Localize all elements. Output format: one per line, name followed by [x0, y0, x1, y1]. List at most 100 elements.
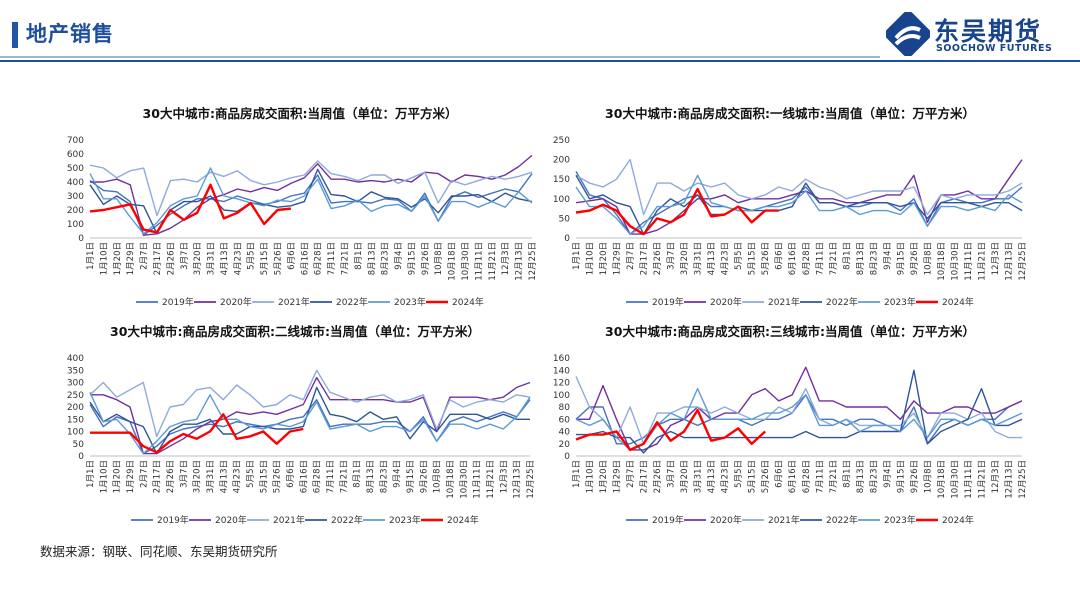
x-tick-label: 4月23日 — [721, 460, 731, 493]
x-tick-label: 8月13日 — [856, 242, 866, 275]
x-tick-label: 1月29日 — [126, 242, 136, 275]
x-tick-label: 8月1日 — [353, 460, 363, 488]
x-tick-label: 12月3日 — [991, 242, 1001, 275]
x-tick-label: 4月13日 — [707, 460, 717, 493]
chart-total: 30大中城市:商品房成交面积:当周值（单位：万平方米） 0 100 200 300 400… — [67, 106, 538, 308]
x-tick-label: 7月21日 — [829, 460, 839, 493]
x-tick-label: 2月17日 — [153, 460, 163, 493]
x-tick-label: 5月5日 — [734, 242, 744, 270]
y-tick-label: 160 — [553, 354, 570, 364]
x-tick-label: 5月15日 — [748, 242, 758, 275]
x-tick-label: 2月17日 — [640, 460, 650, 493]
x-tick-label: 5月5日 — [246, 460, 256, 488]
legend-item: 2020年 — [684, 514, 742, 526]
y-tick-label: 400 — [67, 354, 84, 364]
x-tick-label: 7月21日 — [339, 460, 349, 493]
series-line-5 — [89, 167, 533, 235]
legend-label: 2022年 — [331, 514, 363, 526]
x-tick-label: 10月8日 — [433, 460, 443, 493]
y-tick-label: 250 — [67, 391, 84, 401]
x-tick-label: 1月20日 — [113, 460, 123, 493]
x-tick-label: 6月16日 — [788, 242, 798, 275]
chart-tier3: 30大中城市:商品房成交面积:三线城市:当周值（单位：万平方米） 0 20 40 60 8… — [553, 324, 1028, 526]
x-tick-label: 4月13日 — [220, 242, 230, 275]
x-tick-label: 4月13日 — [707, 242, 717, 275]
series-line-4 — [576, 369, 1023, 454]
series-line-6 — [575, 187, 779, 236]
y-tick-label: 120 — [553, 379, 570, 389]
x-tick-label: 6月6日 — [287, 242, 297, 270]
x-tick-label: 8月23日 — [381, 242, 391, 275]
x-tick-label: 6月28日 — [802, 242, 812, 275]
series-line-6 — [89, 183, 292, 234]
legend-item: 2020年 — [194, 296, 252, 308]
soochow-logo-icon — [886, 12, 930, 56]
x-tick-label: 8月13日 — [367, 242, 377, 275]
x-tick-label: 2月17日 — [153, 242, 163, 275]
series-line-4 — [575, 174, 1023, 235]
x-tick-label: 3月31日 — [694, 460, 704, 493]
x-tick-label: 9月26日 — [910, 460, 920, 493]
chart-title: 30大中城市:商品房成交面积:当周值（单位：万平方米） — [143, 106, 458, 121]
header-divider-light — [0, 56, 880, 58]
legend-item: 2023年 — [858, 296, 916, 308]
x-tick-label: 9月26日 — [910, 242, 920, 275]
legend-label: 2020年 — [710, 514, 742, 526]
legend-item: 2019年 — [131, 514, 189, 526]
x-tick-label: 10月30日 — [950, 460, 960, 499]
y-tick-label: 200 — [67, 206, 84, 216]
series-line-3 — [89, 369, 531, 438]
x-tick-label: 7月21日 — [340, 242, 350, 275]
x-tick-label: 9月4日 — [394, 242, 404, 270]
x-tick-label: 5月15日 — [259, 460, 269, 493]
x-tick-label: 1月20日 — [113, 242, 123, 275]
x-tick-label: 9月15日 — [896, 242, 906, 275]
header-accent-bar — [12, 22, 18, 48]
y-tick-label: 50 — [559, 214, 571, 224]
legend-label: 2020年 — [710, 296, 742, 308]
x-tick-label: 3月20日 — [680, 460, 690, 493]
legend-item: 2023年 — [858, 514, 916, 526]
y-tick-label: 100 — [67, 220, 84, 230]
x-tick-label: 12月3日 — [499, 460, 509, 493]
x-tick-label: 1月1日 — [86, 242, 96, 270]
x-tick-label: 7月21日 — [829, 242, 839, 275]
x-tick-label: 11月21日 — [486, 460, 496, 499]
x-tick-label: 3月7日 — [179, 460, 189, 488]
series-line-4 — [89, 386, 530, 455]
x-tick-label: 1月29日 — [126, 460, 136, 493]
x-tick-label: 3月20日 — [680, 242, 690, 275]
legend-label: 2020年 — [215, 514, 247, 526]
x-tick-label: 6月6日 — [775, 242, 785, 270]
y-tick-label: 150 — [553, 175, 570, 185]
series-line-5 — [89, 392, 531, 455]
x-tick-label: 7月11日 — [815, 242, 825, 275]
series-line-3 — [575, 376, 1022, 445]
x-tick-label: 11月11日 — [474, 242, 484, 281]
x-tick-label: 5月26日 — [274, 242, 284, 275]
x-tick-label: 5月5日 — [734, 460, 744, 488]
x-tick-label: 12月25日 — [1018, 460, 1028, 499]
x-tick-label: 1月29日 — [613, 460, 623, 493]
x-tick-label: 2月26日 — [166, 460, 176, 493]
x-tick-label: 2月7日 — [140, 242, 150, 270]
legend-item: 2019年 — [136, 296, 194, 308]
x-tick-label: 12月3日 — [991, 460, 1001, 493]
legend-label: 2022年 — [336, 296, 368, 308]
chart-tier1: 30大中城市:商品房成交面积:一线城市:当周值（单位：万平方米） 0 50 100 15… — [553, 106, 1028, 308]
x-tick-label: 10月30日 — [459, 460, 469, 499]
x-tick-label: 9月4日 — [883, 242, 893, 270]
x-tick-label: 12月13日 — [1004, 460, 1014, 499]
y-tick-label: 140 — [553, 366, 570, 376]
x-tick-label: 9月15日 — [407, 242, 417, 275]
y-tick-label: 40 — [559, 428, 571, 438]
x-tick-label: 12月3日 — [501, 242, 511, 275]
legend-label: 2021年 — [278, 296, 310, 308]
x-tick-label: 3月20日 — [193, 460, 203, 493]
page-header: 地产销售 东吴期货 SOOCHOW FUTURES — [0, 0, 1080, 62]
x-tick-label: 10月8日 — [923, 242, 933, 275]
x-tick-label: 2月7日 — [139, 460, 149, 488]
series-line-6 — [575, 408, 767, 452]
legend-label: 2024年 — [942, 514, 974, 526]
x-tick-label: 1月10日 — [586, 460, 596, 493]
